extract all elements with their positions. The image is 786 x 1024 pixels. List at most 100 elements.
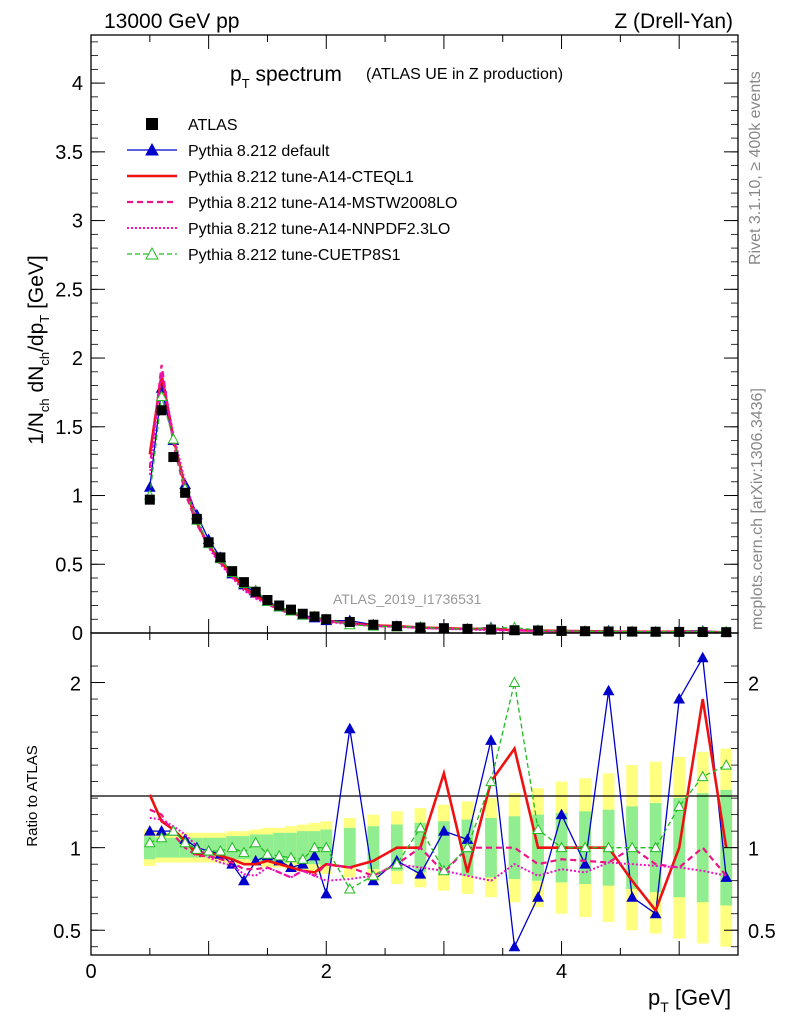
atlas-data-point <box>262 595 273 606</box>
atlas-data-point <box>415 622 426 633</box>
ratio-series-marker <box>320 887 333 899</box>
ratio-series-marker <box>320 841 333 853</box>
main-ytick-label: 2 <box>72 348 83 370</box>
main-ytick-label: 1.5 <box>55 417 83 439</box>
legend-entry-label: Pythia 8.212 tune-A14-NNPDF2.3LO <box>188 221 450 238</box>
ratio-series-marker <box>238 846 250 858</box>
atlas-data-point <box>674 626 685 637</box>
ratio-series-marker <box>167 825 180 836</box>
main-y-axis-label: 1/Nch dNch/dpT [GeV] <box>25 255 52 445</box>
main-panel: 0 0.5 1 1.5 2 2.5 3 3.5 4 pT spectrum (ATLAS UE … <box>25 34 739 645</box>
ratio-series-marker <box>696 770 709 782</box>
ratio-ytick-label-right: 1 <box>748 839 759 861</box>
main-ytick-label: 4 <box>72 73 83 95</box>
atlas-data-point <box>203 537 214 548</box>
atlas-data-point <box>180 487 191 498</box>
ratio-series-marker <box>720 871 733 882</box>
main-series-line <box>149 396 727 633</box>
atlas-data-point <box>391 621 402 632</box>
atlas-data-point <box>603 626 614 637</box>
ratio-series-marker <box>696 651 709 663</box>
ratio-band-green <box>261 834 274 861</box>
analysis-label: ATLAS_2019_I1736531 <box>333 591 482 607</box>
ratio-band-green <box>167 837 180 858</box>
ratio-series-marker <box>720 759 733 770</box>
atlas-data-point <box>144 494 155 505</box>
ratio-band-green <box>343 827 356 868</box>
ratio-series-line <box>149 655 727 950</box>
ratio-series-marker <box>485 734 497 745</box>
ratio-series-marker <box>461 841 474 853</box>
ratio-series-marker <box>343 882 356 894</box>
legend-entry-label: Pythia 8.212 tune-A14-CTEQL1 <box>188 169 414 186</box>
x-tick-label: 2 <box>321 961 332 983</box>
legend-swatch-atlas <box>146 118 158 130</box>
ratio-band-green <box>249 834 262 861</box>
ratio-series-marker <box>143 836 156 848</box>
atlas-data-point <box>650 626 661 637</box>
ratio-series-marker <box>626 841 638 853</box>
atlas-data-point <box>238 577 249 588</box>
atlas-data-point <box>309 611 320 622</box>
atlas-data-point <box>227 566 238 577</box>
ratio-series-marker <box>555 808 568 820</box>
ratio-series-marker <box>261 848 274 859</box>
ratio-series-marker <box>579 841 591 853</box>
x-tick-label: 0 <box>85 961 96 983</box>
legend-swatch-marker <box>145 246 159 260</box>
ratio-series-marker <box>673 693 686 704</box>
ratio-band-green <box>367 826 380 870</box>
atlas-data-point <box>462 623 473 634</box>
legend-entry-label: Pythia 8.212 tune-A14-MSTW2008LO <box>188 195 457 212</box>
legend-entry-label: Pythia 8.212 default <box>188 143 330 160</box>
atlas-data-point <box>156 405 167 416</box>
plot-title: pT spectrum <box>230 63 342 91</box>
title-main: p <box>230 63 242 86</box>
main-series-layer <box>143 364 733 638</box>
atlas-data-point <box>168 452 179 463</box>
atlas-data-point <box>556 625 567 636</box>
ratio-series-marker <box>155 831 168 843</box>
ratio-series-marker <box>296 853 309 864</box>
main-ytick-label: 0 <box>72 623 83 645</box>
energy-label: 13000 GeV pp <box>104 10 239 33</box>
ratio-series-marker <box>391 858 403 869</box>
ratio-series-marker <box>555 841 568 853</box>
ratio-panel: 0.5 0.5 1 1 2 2 0 2 4 Ratio to ATLAS pT [GeV] <box>24 632 776 1015</box>
ratio-series-layer <box>143 651 733 952</box>
ratio-frame <box>90 632 739 956</box>
ratio-series-marker <box>238 874 250 886</box>
ratio-band-green <box>143 836 156 860</box>
ratio-band-green <box>438 821 450 875</box>
atlas-data-point <box>438 623 449 634</box>
ratio-series-marker <box>191 843 203 854</box>
ratio-series-line <box>149 816 727 882</box>
atlas-data-point <box>509 625 520 636</box>
main-ytick-label: 0.5 <box>55 554 83 576</box>
ratio-ytick-label: 2 <box>70 674 81 696</box>
ratio-series-marker <box>308 849 321 861</box>
legend-entry-label: ATLAS <box>188 117 238 134</box>
atlas-data-point <box>533 625 544 636</box>
atlas-data-point <box>697 627 708 638</box>
ratio-band-green <box>285 832 297 863</box>
main-ytick-label: 2.5 <box>55 279 83 301</box>
ratio-series-marker <box>508 676 521 688</box>
atlas-data-point <box>368 619 379 630</box>
rivet-label: Rivet 3.1.10, ≥ 400k events <box>747 71 764 265</box>
ratio-series-line <box>149 808 728 879</box>
ratio-band-green <box>508 816 521 880</box>
ratio-ytick-label: 1 <box>70 839 81 861</box>
atlas-data-point <box>721 627 732 638</box>
ratio-ytick-label: 0.5 <box>53 921 81 943</box>
ratio-band-green <box>273 832 286 863</box>
process-label: Z (Drell-Yan) <box>614 10 733 33</box>
ratio-series-marker <box>579 858 591 869</box>
legend-entry-label: Pythia 8.212 tune-CUETP8S1 <box>188 247 401 264</box>
main-series-marker <box>155 390 168 402</box>
ratio-series-marker <box>602 684 615 696</box>
title-sub: T <box>242 76 250 91</box>
atlas-data-point <box>627 626 638 637</box>
ratio-series-marker <box>438 825 450 836</box>
ratio-ytick-label-right: 2 <box>748 674 759 696</box>
